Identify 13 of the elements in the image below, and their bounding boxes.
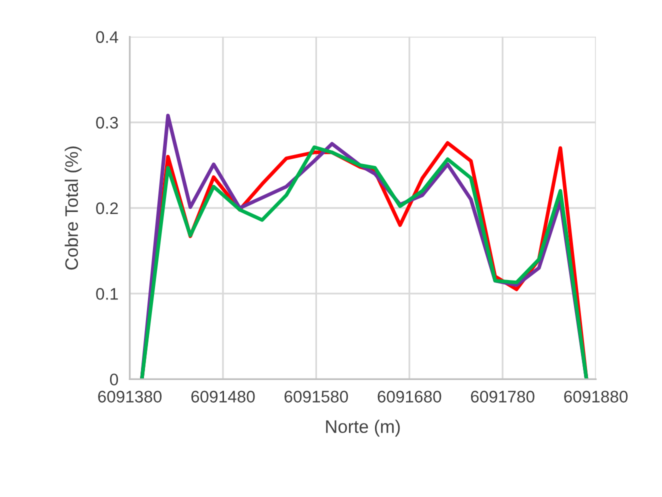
x-axis-title: Norte (m) <box>326 420 400 437</box>
y-tick-label: 0 <box>110 374 118 386</box>
y-tick-label: 0.1 <box>96 288 118 300</box>
x-tick-label: 6091580 <box>284 390 348 403</box>
y-tick-label: 0.2 <box>96 202 118 214</box>
x-tick-label: 6091480 <box>191 390 255 403</box>
x-tick-label: 6091380 <box>98 390 162 403</box>
y-tick-label: 0.3 <box>96 116 118 129</box>
x-tick-label: 6091780 <box>471 390 534 403</box>
y-axis-title: Cobre Total (%) <box>64 146 82 270</box>
x-tick-label: 6091880 <box>564 390 628 403</box>
x-tick-label: 6091680 <box>378 390 442 403</box>
y-tick-label: 0.4 <box>96 31 118 43</box>
